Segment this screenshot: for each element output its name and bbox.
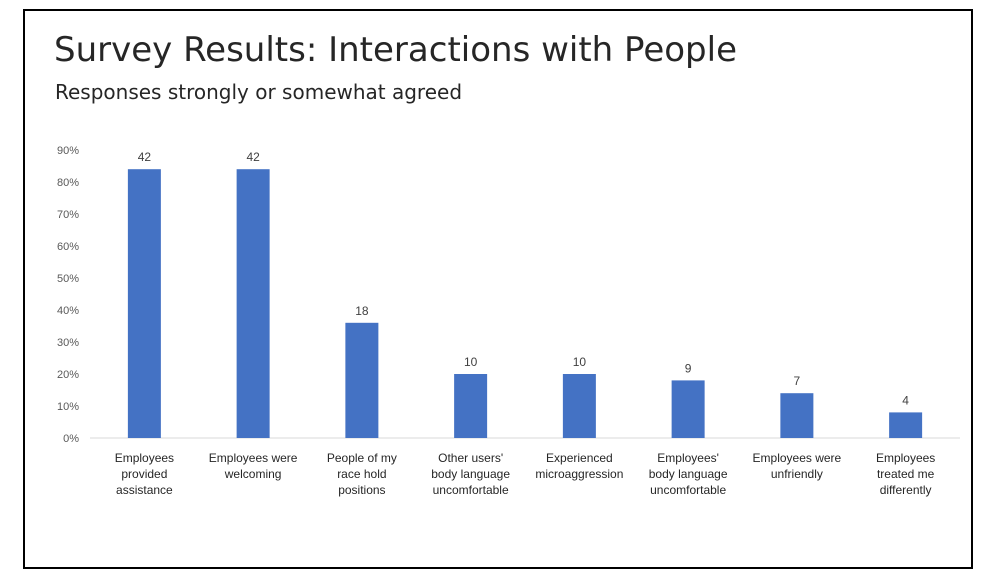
x-category-label-line: People of my: [327, 451, 397, 465]
bar-chart: 0% 10% 20% 30% 40% 50% 60% 70% 80% 90% 42 42 18 10 10…: [57, 145, 960, 497]
x-category-label: Employees treated me differently: [876, 451, 935, 497]
y-tick-label: 70%: [57, 209, 79, 221]
x-category-label-line: assistance: [116, 483, 173, 497]
x-category-label: Employees were welcoming: [209, 451, 298, 481]
bar: [562, 374, 596, 438]
bar-data-label: 42: [138, 150, 152, 164]
x-category-label-line: uncomfortable: [650, 483, 726, 497]
y-tick-label: 50%: [57, 273, 79, 285]
bars: [127, 169, 923, 438]
x-category-label-line: body language: [431, 467, 510, 481]
x-category-label-line: microaggression: [535, 467, 623, 481]
x-category-label-line: Other users': [438, 451, 503, 465]
y-tick-label: 40%: [57, 305, 79, 317]
x-category-label-line: positions: [338, 483, 385, 497]
x-category-label-line: Employees: [115, 451, 174, 465]
bar-data-label: 42: [246, 150, 260, 164]
x-category-label-line: Employees were: [753, 451, 842, 465]
bar: [127, 169, 161, 438]
x-category-label: Other users' body language uncomfortable: [431, 451, 510, 497]
y-tick-label: 10%: [57, 401, 79, 413]
y-axis: 0% 10% 20% 30% 40% 50% 60% 70% 80% 90%: [57, 145, 79, 445]
x-category-label: People of my race hold positions: [327, 451, 397, 497]
bar: [454, 374, 488, 438]
x-category-label-line: treated me: [877, 467, 935, 481]
x-category-label-line: unfriendly: [771, 467, 823, 481]
bar-data-label: 10: [464, 355, 478, 369]
data-labels: 42 42 18 10 10 9 7 4: [138, 150, 910, 407]
bar: [671, 380, 705, 438]
x-category-label: Employees provided assistance: [115, 451, 174, 497]
slide-frame: [23, 9, 973, 569]
x-category-label-line: differently: [880, 483, 932, 497]
chart-subtitle: Responses strongly or somewhat agreed: [55, 80, 463, 104]
x-category-label-line: uncomfortable: [433, 483, 509, 497]
x-category-label-line: Experienced: [546, 451, 613, 465]
x-category-label-line: provided: [121, 467, 167, 481]
x-category-label-line: welcoming: [224, 467, 282, 481]
x-category-label-line: Employees: [876, 451, 935, 465]
bar: [889, 412, 923, 438]
x-axis-labels: Employees provided assistance Employees wer…: [115, 451, 936, 497]
x-category-label: Employees were unfriendly: [753, 451, 842, 481]
y-tick-label: 80%: [57, 177, 79, 189]
x-category-label: Employees' body language uncomfortable: [649, 451, 728, 497]
x-category-label-line: body language: [649, 467, 728, 481]
bar-data-label: 10: [573, 355, 587, 369]
y-tick-label: 60%: [57, 241, 79, 253]
bar: [780, 393, 814, 438]
bar-data-label: 4: [902, 393, 909, 407]
bar: [345, 322, 379, 438]
bar-data-label: 9: [685, 361, 692, 375]
y-tick-label: 0%: [63, 433, 79, 445]
bar: [236, 169, 270, 438]
y-tick-label: 20%: [57, 369, 79, 381]
x-category-label-line: race hold: [337, 467, 386, 481]
y-tick-label: 90%: [57, 145, 79, 157]
chart-title: Survey Results: Interactions with People: [54, 30, 737, 70]
x-category-label-line: Employees were: [209, 451, 298, 465]
bar-data-label: 7: [794, 374, 801, 388]
y-tick-label: 30%: [57, 337, 79, 349]
x-category-label: Experienced microaggression: [535, 451, 623, 481]
bar-data-label: 18: [355, 304, 369, 318]
x-category-label-line: Employees': [657, 451, 719, 465]
